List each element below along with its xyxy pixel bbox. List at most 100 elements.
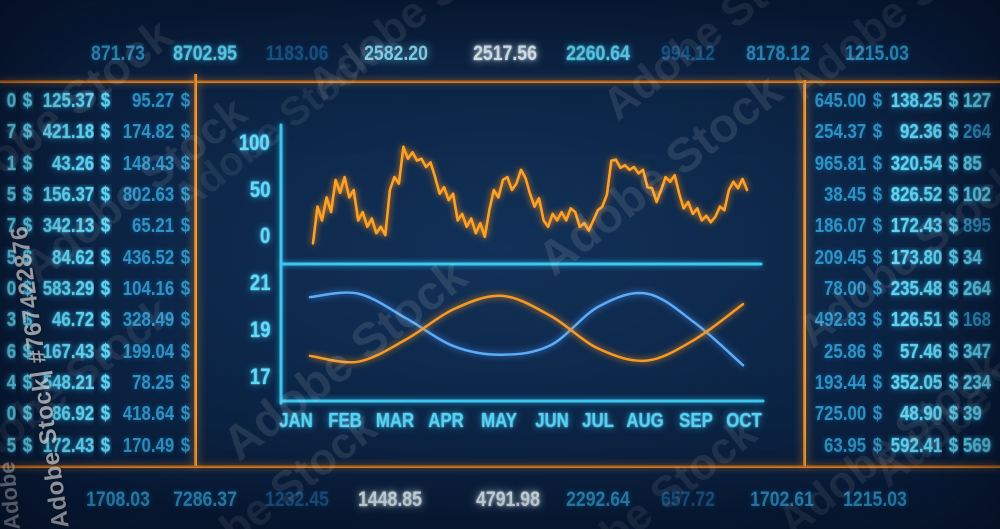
price-row: 965.81 $320.54 $85 bbox=[806, 153, 1000, 176]
price-clipped: 102 bbox=[963, 184, 992, 207]
currency-symbol: $ bbox=[948, 278, 959, 301]
currency-symbol: $ bbox=[181, 278, 191, 301]
price-value: 156.37 bbox=[42, 184, 94, 207]
price-value: 92.36 bbox=[899, 121, 942, 144]
currency-symbol: $ bbox=[181, 372, 191, 395]
currency-symbol: $ bbox=[181, 340, 191, 363]
currency-symbol: $ bbox=[948, 215, 959, 238]
price-value: 583.29 bbox=[42, 278, 94, 301]
currency-symbol: $ bbox=[101, 121, 111, 144]
price-value: 173.80 bbox=[890, 246, 942, 269]
currency-symbol: $ bbox=[873, 403, 883, 426]
currency-symbol: $ bbox=[181, 246, 191, 269]
currency-symbol: $ bbox=[181, 215, 191, 238]
price-row: 4 $548.21 $78.25 $ bbox=[0, 372, 194, 395]
currency-symbol: $ bbox=[23, 184, 33, 207]
price-row: 209.45 $173.80 $34 bbox=[806, 247, 1000, 270]
currency-symbol: $ bbox=[873, 184, 883, 207]
price-value: 802.63 bbox=[122, 184, 174, 207]
price-clipped: 6 bbox=[6, 340, 16, 363]
price-clipped: 0 bbox=[6, 403, 16, 426]
price-clipped: 168 bbox=[963, 309, 992, 332]
price-value: 38.45 bbox=[824, 184, 867, 207]
ticker-value: 1708.03 bbox=[86, 488, 150, 511]
price-clipped: 347 bbox=[963, 340, 992, 363]
price-row: 0 $125.37 $95.27 $ bbox=[0, 90, 194, 113]
price-row: 5 $156.37 $802.63 $ bbox=[0, 184, 194, 207]
volatility-line-series bbox=[311, 145, 749, 245]
price-value: 63.95 bbox=[824, 434, 867, 457]
price-value: 418.64 bbox=[122, 403, 174, 426]
price-value: 86.92 bbox=[51, 403, 94, 426]
price-value: 352.05 bbox=[890, 372, 942, 395]
ticker-value: 2260.64 bbox=[566, 42, 630, 65]
price-value: 965.81 bbox=[814, 152, 867, 175]
price-value: 436.52 bbox=[122, 246, 174, 269]
currency-symbol: $ bbox=[948, 184, 959, 207]
frame-line-top bbox=[0, 80, 1000, 83]
currency-symbol: $ bbox=[23, 372, 33, 395]
currency-symbol: $ bbox=[948, 403, 959, 426]
price-value: 174.82 bbox=[122, 121, 174, 144]
price-clipped: 0 bbox=[6, 278, 16, 301]
y-axis-tick-label: 17 bbox=[249, 364, 270, 389]
currency-symbol: $ bbox=[101, 215, 111, 238]
price-clipped: 5 bbox=[6, 434, 16, 457]
ticker-value: 994.12 bbox=[661, 42, 715, 65]
price-clipped: 0 bbox=[6, 90, 16, 113]
price-clipped: 7 bbox=[6, 121, 16, 144]
price-value: 48.90 bbox=[899, 403, 942, 426]
y-axis-tick-label: 100 bbox=[239, 130, 270, 155]
currency-symbol: $ bbox=[181, 90, 191, 113]
price-row: 725.00 $48.90 $39 bbox=[806, 403, 1000, 426]
y-axis-tick-label: 50 bbox=[249, 177, 270, 202]
currency-symbol: $ bbox=[948, 90, 959, 113]
left-price-panel: 0 $125.37 $95.27 $7 $421.18 $174.82 $1 $43.26 $1… bbox=[0, 86, 194, 462]
currency-symbol: $ bbox=[101, 434, 111, 457]
price-row: 38.45 $826.52 $102 bbox=[806, 184, 1000, 207]
price-value: 167.43 bbox=[42, 340, 94, 363]
price-row: 0 $86.92 $418.64 $ bbox=[0, 403, 194, 426]
month-label: APR bbox=[428, 410, 464, 432]
price-clipped: 264 bbox=[963, 121, 992, 144]
price-clipped: 7 bbox=[6, 215, 16, 238]
orange-wave-series bbox=[308, 294, 745, 364]
currency-symbol: $ bbox=[873, 340, 883, 363]
month-label: MAY bbox=[481, 410, 517, 432]
ticker-value: 2582.20 bbox=[364, 42, 428, 65]
currency-symbol: $ bbox=[181, 184, 191, 207]
currency-symbol: $ bbox=[101, 184, 111, 207]
price-row: 3 $46.72 $328.49 $ bbox=[0, 309, 194, 332]
currency-symbol: $ bbox=[181, 434, 191, 457]
month-label: JAN bbox=[279, 410, 313, 432]
price-value: 328.49 bbox=[122, 309, 174, 332]
currency-symbol: $ bbox=[23, 434, 33, 457]
currency-symbol: $ bbox=[23, 340, 33, 363]
price-value: 199.04 bbox=[122, 340, 174, 363]
price-value: 320.54 bbox=[890, 152, 942, 175]
currency-symbol: $ bbox=[948, 434, 959, 457]
currency-symbol: $ bbox=[948, 340, 959, 363]
currency-symbol: $ bbox=[23, 278, 33, 301]
price-row: 25.86 $57.46 $347 bbox=[806, 341, 1000, 364]
currency-symbol: $ bbox=[181, 403, 191, 426]
ticker-value: 1215.03 bbox=[845, 42, 909, 65]
bottom-ticker-row: 1708.03 7286.37 1232.45 1448.85 4791.98 2292.… bbox=[0, 488, 1000, 514]
currency-symbol: $ bbox=[101, 340, 111, 363]
ticker-value: 4791.98 bbox=[476, 488, 540, 511]
price-row: 186.07 $172.43 $895 bbox=[806, 215, 1000, 238]
price-value: 170.49 bbox=[122, 434, 174, 457]
ticker-value: 8702.95 bbox=[173, 42, 237, 65]
currency-symbol: $ bbox=[23, 215, 33, 238]
month-label: JUL bbox=[582, 410, 614, 432]
price-value: 548.21 bbox=[42, 372, 94, 395]
price-row: 492.83 $126.51 $168 bbox=[806, 309, 1000, 332]
price-value: 65.21 bbox=[131, 215, 174, 238]
price-value: 172.43 bbox=[890, 215, 942, 238]
price-clipped: 234 bbox=[963, 372, 992, 395]
currency-symbol: $ bbox=[948, 372, 959, 395]
currency-symbol: $ bbox=[873, 90, 883, 113]
ticker-value: 2517.56 bbox=[473, 42, 537, 65]
currency-symbol: $ bbox=[873, 215, 883, 238]
y-axis-tick-label: 21 bbox=[249, 270, 270, 295]
